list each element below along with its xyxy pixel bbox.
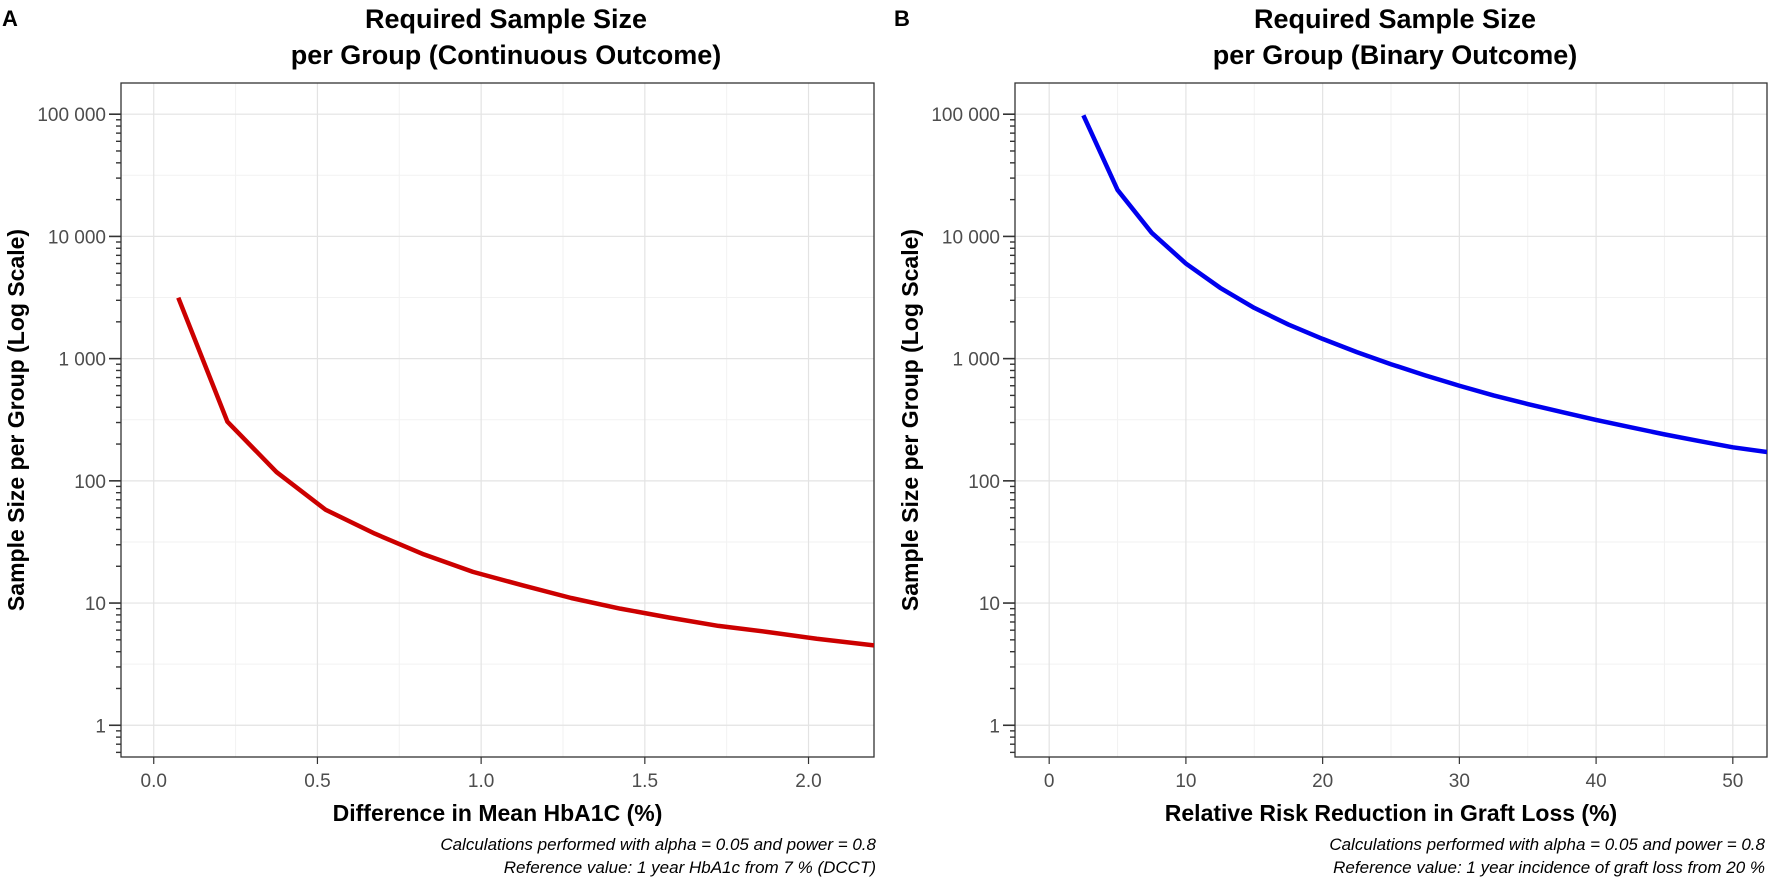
y-tick-label: 100 000 <box>931 105 1000 126</box>
y-tick-label: 1 000 <box>952 350 1000 371</box>
x-tick-label: 0 <box>1044 771 1055 792</box>
x-tick-label: 10 <box>1175 771 1196 792</box>
y-tick-label: 10 <box>85 594 106 615</box>
chart-title-line: per Group (Continuous Outcome) <box>291 40 721 70</box>
y-tick-label: 1 <box>95 716 106 737</box>
plot-border <box>120 82 875 758</box>
x-tick-label: 2.0 <box>795 771 821 792</box>
y-tick-label: 10 000 <box>942 227 1000 248</box>
plot-border <box>1014 82 1768 758</box>
series-line <box>176 296 874 648</box>
x-tick-label: 40 <box>1586 771 1607 792</box>
y-tick-label: 100 <box>968 472 1000 493</box>
x-tick-label: 30 <box>1449 771 1470 792</box>
chart-title-line: Required Sample Size <box>1254 4 1536 34</box>
caption-line: Reference value: 1 year incidence of gra… <box>1333 858 1765 877</box>
panel-b: B Required Sample Size per Group (Binary O… <box>894 4 1768 877</box>
grid <box>121 83 874 757</box>
x-tick-label: 20 <box>1312 771 1333 792</box>
y-tick-label: 1 <box>989 716 1000 737</box>
y-axis-title: Sample Size per Group (Log Scale) <box>3 229 29 611</box>
x-tick-label: 0.5 <box>304 771 330 792</box>
y-tick-label: 10 <box>979 594 1000 615</box>
y-axis-title: Sample Size per Group (Log Scale) <box>897 229 923 611</box>
panel-a: A Required Sample Size per Group (Continuo… <box>2 4 877 877</box>
caption-line: Calculations performed with alpha = 0.05… <box>1329 835 1765 854</box>
caption-line: Reference value: 1 year HbA1c from 7 % (… <box>504 858 876 877</box>
x-tick-label: 50 <box>1722 771 1743 792</box>
y-tick-label: 1 000 <box>58 350 106 371</box>
y-tick-label: 10 000 <box>48 227 106 248</box>
x-axis-title: Relative Risk Reduction in Graft Loss (%… <box>1165 800 1617 826</box>
chart-title-line: Required Sample Size <box>365 4 647 34</box>
y-tick-label: 100 000 <box>37 105 106 126</box>
x-tick-label: 0.0 <box>141 771 167 792</box>
y-tick-label: 100 <box>74 472 106 493</box>
chart-title-line: per Group (Binary Outcome) <box>1213 40 1578 70</box>
x-tick-label: 1.5 <box>632 771 658 792</box>
x-tick-label: 1.0 <box>468 771 494 792</box>
series-line <box>1081 114 1767 455</box>
panel-label: A <box>2 6 18 31</box>
grid <box>1015 83 1767 757</box>
x-axis-title: Difference in Mean HbA1C (%) <box>333 800 663 826</box>
caption-line: Calculations performed with alpha = 0.05… <box>440 835 876 854</box>
panel-label: B <box>894 6 910 31</box>
